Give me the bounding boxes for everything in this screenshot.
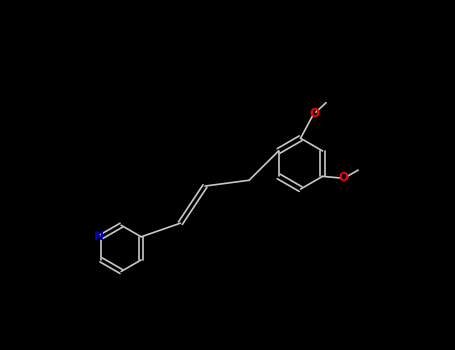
Text: N: N: [94, 230, 104, 243]
Text: O: O: [339, 172, 349, 184]
Text: O: O: [309, 107, 319, 120]
